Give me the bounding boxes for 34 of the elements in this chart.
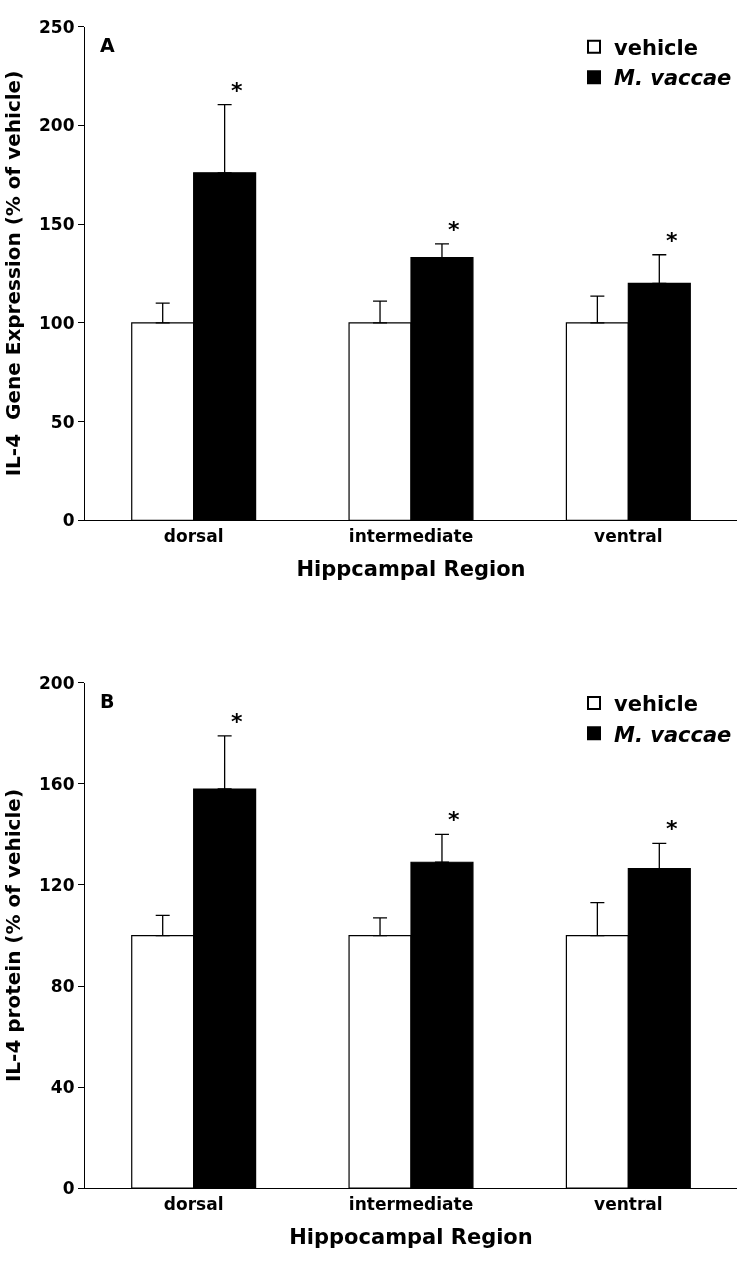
y-tick-label: 80 — [50, 976, 75, 997]
y-axis-title: IL-4 protein (% of vehicle) — [1, 788, 26, 1083]
y-tick-label: 0 — [62, 510, 75, 531]
x-tick-label: dorsal — [163, 1193, 224, 1214]
y-tick-label: 50 — [50, 411, 75, 432]
x-tick-label: ventral — [594, 1193, 663, 1214]
y-tick-label: 160 — [39, 773, 75, 794]
x-tick-label: intermediate — [348, 525, 474, 546]
y-tick-label: 40 — [50, 1077, 75, 1098]
x-tick-label: ventral — [594, 525, 663, 546]
legend-label: M. vaccae — [614, 722, 732, 747]
x-tick-label: dorsal — [163, 525, 224, 546]
annotation: * — [231, 78, 243, 103]
annotation: * — [448, 807, 460, 832]
x-tick-label: intermediate — [348, 1193, 474, 1214]
y-tick-label: 200 — [39, 672, 75, 693]
x-axis-title: Hippcampal Region — [296, 556, 526, 581]
y-tick-label: 100 — [39, 312, 75, 333]
legend-label: vehicle — [614, 36, 698, 61]
legend-label: vehicle — [614, 692, 698, 717]
x-axis-title: Hippocampal Region — [289, 1224, 533, 1249]
annotation: A — [100, 34, 115, 56]
y-tick-label: 120 — [39, 874, 75, 895]
annotation: * — [231, 709, 243, 734]
y-tick-label: 200 — [39, 115, 75, 136]
annotation: * — [666, 816, 678, 841]
y-axis-title: IL-4 Gene Expression (% of vehicle) — [1, 70, 26, 477]
y-tick-label: 0 — [62, 1178, 75, 1199]
annotation: * — [448, 217, 460, 242]
y-tick-label: 150 — [39, 214, 75, 235]
y-tick-label: 250 — [39, 16, 75, 37]
legend-label: M. vaccae — [614, 66, 732, 91]
annotation: B — [100, 690, 115, 712]
annotation: * — [666, 228, 678, 253]
